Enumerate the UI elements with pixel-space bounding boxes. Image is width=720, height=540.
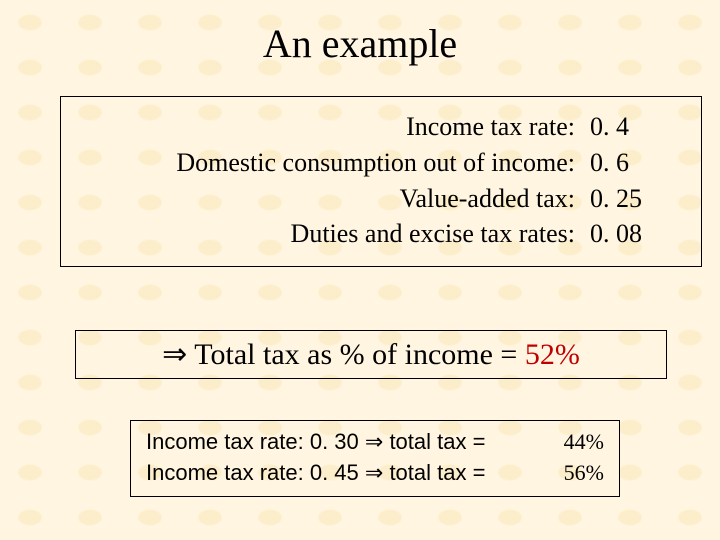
table-row: Income tax rate: 0. 4 [81,109,681,145]
result-percent: 52% [525,338,580,371]
param-label: Value-added tax: [81,181,589,217]
parameters-table: Income tax rate: 0. 4 Domestic consumpti… [81,109,681,252]
table-row: Income tax rate: 0. 30 ⇒ total tax = 44% [145,427,605,458]
table-row: Value-added tax: 0. 25 [81,181,681,217]
slide-root: An example Income tax rate: 0. 4 Domesti… [0,0,720,540]
param-label: Domestic consumption out of income: [81,145,589,181]
param-value: 0. 6 [589,145,681,181]
result-text: Total tax as % of income = [187,338,525,371]
param-value: 0. 25 [589,181,681,217]
slide-title: An example [0,0,720,77]
param-label: Income tax rate: [81,109,589,145]
scenarios-table: Income tax rate: 0. 30 ⇒ total tax = 44%… [145,427,605,488]
parameters-box: Income tax rate: 0. 4 Domestic consumpti… [60,96,702,267]
scenario-value: 56% [533,458,605,489]
table-row: Domestic consumption out of income: 0. 6 [81,145,681,181]
param-label: Duties and excise tax rates: [81,216,589,252]
param-value: 0. 08 [589,216,681,252]
result-box: ⇒ Total tax as % of income = 52% [75,330,667,379]
scenario-value: 44% [533,427,605,458]
table-row: Income tax rate: 0. 45 ⇒ total tax = 56% [145,458,605,489]
scenarios-box: Income tax rate: 0. 30 ⇒ total tax = 44%… [130,420,620,497]
implies-arrow-icon: ⇒ [162,338,187,371]
scenario-text: Income tax rate: 0. 45 ⇒ total tax = [145,458,533,489]
scenario-text: Income tax rate: 0. 30 ⇒ total tax = [145,427,533,458]
param-value: 0. 4 [589,109,681,145]
table-row: Duties and excise tax rates: 0. 08 [81,216,681,252]
